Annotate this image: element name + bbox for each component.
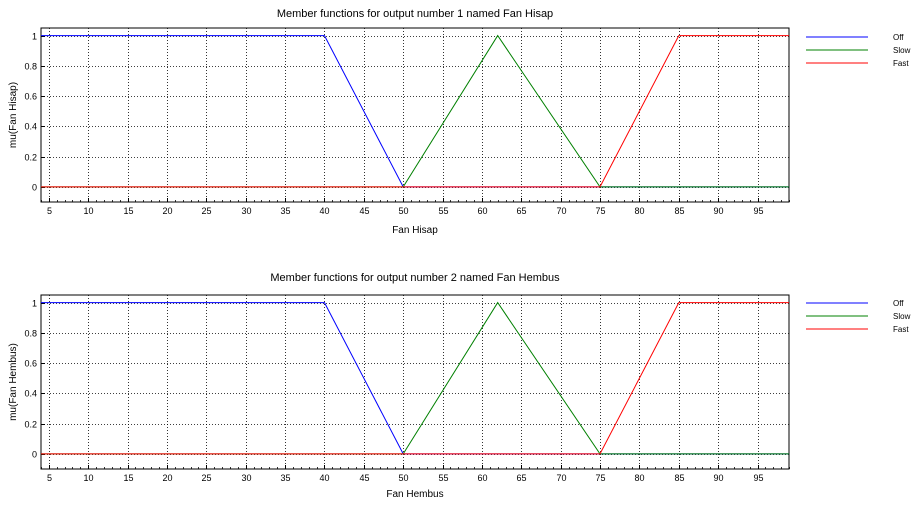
y-tick-label: 1: [32, 32, 37, 42]
x-tick-label: 90: [713, 206, 723, 216]
x-tick-label: 5: [47, 473, 52, 483]
y-tick-label: 0.2: [24, 153, 37, 163]
y-tick-label: 0.6: [24, 92, 37, 102]
chart-title: Member functions for output number 1 nam…: [277, 8, 553, 20]
legend-label-fast: Fast: [893, 325, 909, 334]
legend-label-off: Off: [893, 33, 904, 42]
x-tick-label: 25: [201, 473, 211, 483]
x-tick-label: 30: [241, 206, 251, 216]
x-axis-label: Fan Hembus: [386, 489, 443, 500]
x-tick-label: 30: [241, 473, 251, 483]
x-tick-label: 50: [398, 206, 408, 216]
y-axis-label: mu(Fan Hisap): [8, 82, 19, 148]
x-tick-label: 85: [674, 206, 684, 216]
y-tick-label: 0.4: [24, 389, 37, 399]
x-tick-label: 80: [634, 473, 644, 483]
grid: [41, 295, 789, 469]
y-tick-label: 0: [32, 183, 37, 193]
x-tick-label: 35: [280, 473, 290, 483]
x-tick-label: 95: [753, 473, 763, 483]
x-tick-label: 10: [83, 206, 93, 216]
x-tick-label: 75: [595, 473, 605, 483]
x-tick-label: 45: [359, 206, 369, 216]
legend-label-slow: Slow: [893, 46, 911, 55]
x-axis-label: Fan Hisap: [392, 225, 438, 236]
y-tick-label: 0.2: [24, 420, 37, 430]
chart-panel-1: Member functions for output number 1 nam…: [8, 8, 911, 236]
x-tick-label: 50: [398, 473, 408, 483]
x-tick-label: 45: [359, 473, 369, 483]
x-tick-label: 40: [319, 473, 329, 483]
x-tick-label: 60: [477, 206, 487, 216]
series-line-fast: [41, 302, 789, 455]
y-tick-label: 0.8: [24, 62, 37, 72]
x-tick-label: 35: [280, 206, 290, 216]
x-tick-label: 25: [201, 206, 211, 216]
y-tick-label: 0.6: [24, 359, 37, 369]
grid: [41, 28, 789, 202]
x-tick-label: 55: [438, 206, 448, 216]
x-tick-label: 5: [47, 206, 52, 216]
chart-panel-2: Member functions for output number 2 nam…: [8, 272, 911, 500]
series-lines: [41, 301, 789, 455]
y-tick-label: 1: [32, 299, 37, 309]
y-tick-label: 0: [32, 450, 37, 460]
x-tick-label: 60: [477, 473, 487, 483]
series-line-fast: [41, 35, 789, 188]
x-tick-label: 70: [556, 473, 566, 483]
x-tick-label: 95: [753, 206, 763, 216]
legend-label-fast: Fast: [893, 59, 909, 68]
x-tick-label: 65: [516, 473, 526, 483]
plot-area: [40, 27, 790, 203]
plot-area: [40, 294, 790, 470]
x-tick-label: 85: [674, 473, 684, 483]
y-tick-label: 0.8: [24, 329, 37, 339]
x-tick-label: 80: [634, 206, 644, 216]
x-tick-label: 10: [83, 473, 93, 483]
legend-label-slow: Slow: [893, 312, 911, 321]
x-tick-label: 55: [438, 473, 448, 483]
legend: Off Slow Fast: [806, 299, 911, 334]
x-tick-label: 40: [319, 206, 329, 216]
y-tick-label: 0.4: [24, 122, 37, 132]
x-tick-label: 75: [595, 206, 605, 216]
legend-label-off: Off: [893, 299, 904, 308]
x-tick-label: 15: [123, 473, 133, 483]
x-minor-ticks: [41, 467, 790, 469]
x-tick-label: 20: [162, 206, 172, 216]
x-tick-label: 90: [713, 473, 723, 483]
x-tick-label: 65: [516, 206, 526, 216]
legend: Off Slow Fast: [806, 33, 911, 68]
y-axis-label: mu(Fan Hembus): [8, 343, 19, 421]
x-tick-label: 70: [556, 206, 566, 216]
x-tick-label: 15: [123, 206, 133, 216]
x-tick-label: 20: [162, 473, 172, 483]
series-lines: [41, 34, 789, 188]
chart-title: Member functions for output number 2 nam…: [270, 272, 560, 284]
